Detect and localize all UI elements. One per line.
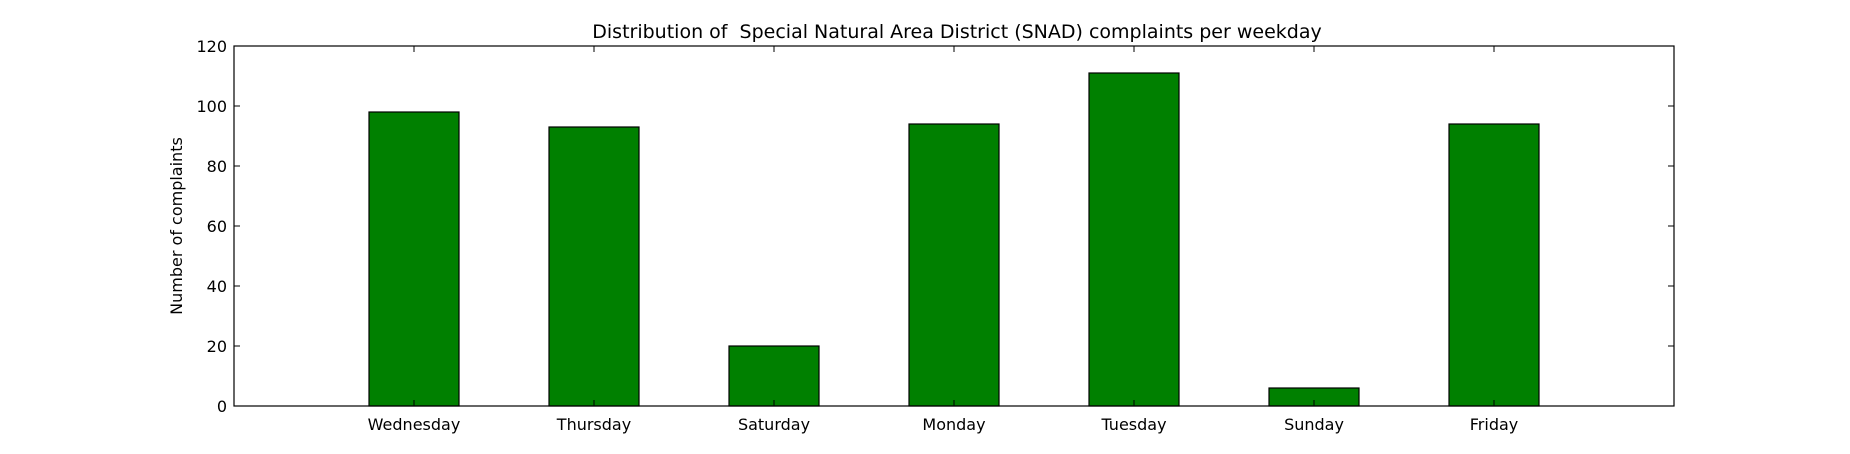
y-tick-label: 20 — [207, 337, 227, 356]
bars-group — [368, 72, 1540, 407]
plot-area-frame — [233, 45, 1675, 407]
x-tick-label: Monday — [922, 415, 985, 434]
bar-saturday — [728, 345, 820, 407]
x-tick-label: Wednesday — [368, 415, 461, 434]
y-tick-label: 60 — [207, 217, 227, 236]
bar-friday — [1448, 123, 1540, 407]
bar-tuesday — [1088, 72, 1180, 407]
bar-wednesday — [368, 111, 460, 407]
y-axis-label: Number of complaints — [167, 137, 186, 315]
x-tick-label: Friday — [1470, 415, 1519, 434]
bar-monday — [908, 123, 1000, 407]
y-tick-label: 0 — [217, 397, 227, 416]
x-tick-label: Saturday — [738, 415, 810, 434]
x-tick-label: Thursday — [556, 415, 631, 434]
chart-title: Distribution of Special Natural Area Dis… — [592, 21, 1321, 43]
y-tick-label: 40 — [207, 277, 227, 296]
y-tick-label: 120 — [196, 37, 227, 56]
y-tick-label: 100 — [196, 97, 227, 116]
x-tick-label: Tuesday — [1100, 415, 1166, 434]
ticks-group: Wednesday Thursday Saturday Monday Tuesday Su… — [196, 37, 1674, 434]
bar-thursday — [548, 126, 640, 407]
y-tick-label: 80 — [207, 157, 227, 176]
x-tick-label: Sunday — [1284, 415, 1344, 434]
